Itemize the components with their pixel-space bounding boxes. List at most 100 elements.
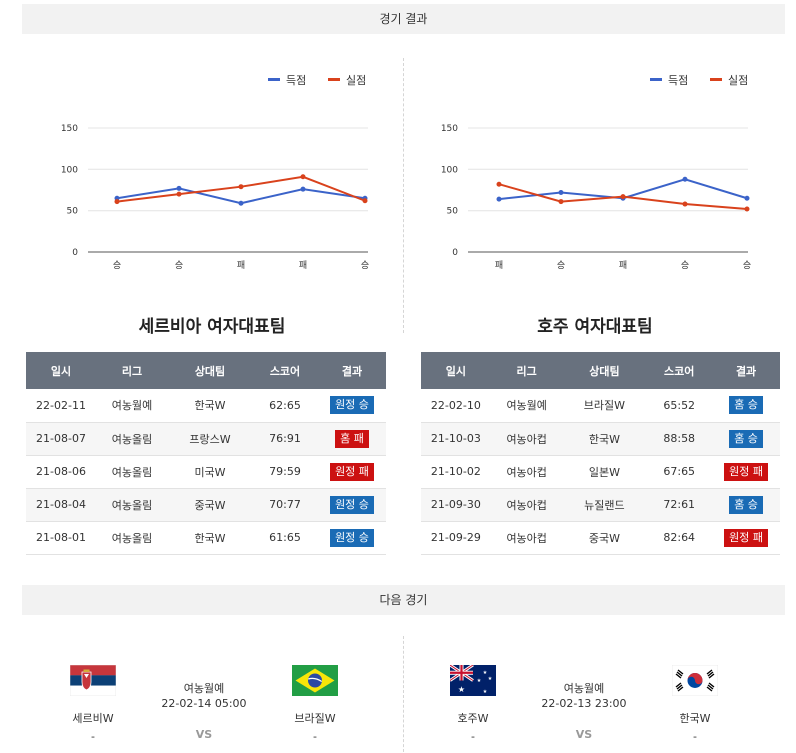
y-tick-label: 50	[447, 207, 459, 217]
legend: 득점 실점	[268, 74, 366, 87]
cell-date: 21-08-06	[26, 455, 96, 489]
brazil-flag-icon	[292, 665, 338, 696]
data-point-scored	[558, 189, 564, 195]
home-team-score: -	[471, 730, 475, 743]
cell-score: 70:77	[252, 488, 318, 522]
cell-date: 21-08-01	[26, 521, 96, 555]
cell-league: 여농월예	[96, 389, 168, 423]
series-plot	[496, 176, 750, 212]
data-point-scored	[176, 185, 182, 191]
away-team-name: 한국W	[679, 712, 711, 725]
col-date: 일시	[421, 352, 491, 389]
cell-score: 72:61	[646, 488, 713, 522]
next-match-divider	[403, 636, 404, 752]
away-team-score: -	[693, 730, 697, 743]
col-league: 리그	[96, 352, 168, 389]
cell-opponent: 한국W	[562, 422, 647, 456]
x-axis-ticks: 패 승 패 승 승	[495, 260, 751, 271]
cell-date: 21-08-04	[26, 488, 96, 522]
cell-score: 62:65	[252, 389, 318, 423]
result-badge: 원정 승	[330, 528, 374, 547]
serbia-team-title: 세르비아 여자대표팀	[138, 317, 286, 337]
svg-text:★: ★	[483, 670, 488, 676]
results-section-header: 경기 결과	[22, 4, 785, 34]
table-row: 21-08-06 여농올림 미국W 79:59 원정 패	[26, 455, 386, 489]
cell-league: 여농아컵	[490, 521, 563, 555]
result-badge: 홈 승	[729, 495, 763, 514]
y-tick-label: 150	[441, 124, 458, 134]
data-point-scored	[300, 186, 306, 192]
data-point-conceded	[496, 181, 502, 187]
vs-label: VS	[575, 728, 593, 741]
legend-scored-label: 득점	[286, 74, 306, 87]
cell-league: 여농올림	[96, 521, 168, 555]
cell-result: 원정 승	[318, 521, 386, 555]
result-badge: 원정 패	[330, 462, 374, 481]
table-row: 21-10-03 여농아컵 한국W 88:58 홈 승	[421, 422, 780, 456]
cell-result: 원정 패	[318, 455, 386, 489]
svg-text:★: ★	[483, 689, 488, 695]
y-tick-label: 150	[61, 124, 78, 134]
x-tick-label: 승	[743, 260, 751, 271]
cell-score: 79:59	[252, 455, 318, 489]
x-tick-label: 승	[175, 260, 183, 271]
vs-label: VS	[195, 728, 213, 741]
y-tick-label: 100	[441, 165, 458, 175]
cell-score: 82:64	[646, 521, 713, 555]
table-row: 21-08-01 여농올림 한국W 61:65 원정 승	[26, 521, 386, 555]
cell-league: 여농올림	[96, 488, 168, 522]
data-point-conceded	[682, 201, 688, 207]
away-team-score: -	[313, 730, 317, 743]
next-match-section-header: 다음 경기	[22, 585, 785, 615]
serbia-score-chart: 득점 실점 0 50 100 150 승 승 패 패 승	[40, 58, 400, 278]
result-badge: 홈 승	[729, 429, 763, 448]
x-axis-ticks: 승 승 패 패 승	[113, 260, 369, 271]
home-team-name: 세르비W	[72, 712, 114, 725]
table-header-row: 일시 리그 상대팀 스코어 결과	[26, 352, 386, 389]
x-tick-label: 패	[495, 260, 503, 271]
cell-result: 홈 패	[318, 422, 386, 456]
cell-opponent: 미국W	[168, 455, 252, 489]
legend: 득점 실점	[650, 74, 748, 87]
australia-score-chart: 득점 실점 0 50 100 150 패 승 패 승 승	[420, 58, 780, 278]
result-badge: 원정 승	[330, 495, 374, 514]
cell-result: 홈 승	[712, 488, 780, 522]
svg-text:★: ★	[477, 678, 482, 684]
cell-date: 21-10-02	[421, 455, 491, 489]
cell-opponent: 브라질W	[562, 389, 647, 423]
col-opponent: 상대팀	[562, 352, 647, 389]
cell-score: 65:52	[646, 389, 713, 423]
legend-scored-label: 득점	[668, 74, 688, 87]
next-match-serbia-brazil: 세르비W - 여농월예 22-02-14 05:00 VS 브라질W -	[42, 660, 372, 750]
serbia-flag-icon	[70, 665, 116, 696]
cell-opponent: 뉴질랜드	[562, 488, 647, 522]
cell-opponent: 중국W	[168, 488, 252, 522]
legend-conceded-label: 실점	[346, 74, 366, 87]
table-row: 21-08-04 여농올림 중국W 70:77 원정 승	[26, 488, 386, 522]
cell-result: 원정 승	[318, 389, 386, 423]
cell-date: 22-02-11	[26, 389, 96, 423]
data-point-conceded	[238, 184, 244, 190]
away-team-name: 브라질W	[294, 712, 336, 725]
cell-league: 여농월예	[490, 389, 563, 423]
table-row: 21-09-30 여농아컵 뉴질랜드 72:61 홈 승	[421, 488, 780, 522]
korea-flag-icon	[672, 665, 718, 696]
result-badge: 원정 패	[724, 462, 768, 481]
x-tick-label: 승	[361, 260, 369, 271]
x-tick-label: 패	[299, 260, 307, 271]
australia-flag-icon: ★ ★ ★ ★ ★	[450, 665, 496, 696]
x-tick-label: 승	[557, 260, 565, 271]
match-time: 22-02-14 05:00	[161, 697, 247, 710]
cell-date: 21-08-07	[26, 422, 96, 456]
table-row: 21-10-02 여농아컵 일본W 67:65 원정 패	[421, 455, 780, 489]
cell-score: 61:65	[252, 521, 318, 555]
data-point-conceded	[362, 198, 368, 204]
cell-date: 21-09-29	[421, 521, 491, 555]
australia-results-table: 일시 리그 상대팀 스코어 결과 22-02-10 여농월예 브라질W 65:5…	[421, 352, 780, 555]
series-plot	[114, 174, 368, 206]
australia-team-title: 호주 여자대표팀	[537, 317, 653, 337]
cell-opponent: 프랑스W	[168, 422, 252, 456]
col-result: 결과	[318, 352, 386, 389]
table-row: 22-02-10 여농월예 브라질W 65:52 홈 승	[421, 389, 780, 423]
cell-date: 22-02-10	[421, 389, 491, 423]
